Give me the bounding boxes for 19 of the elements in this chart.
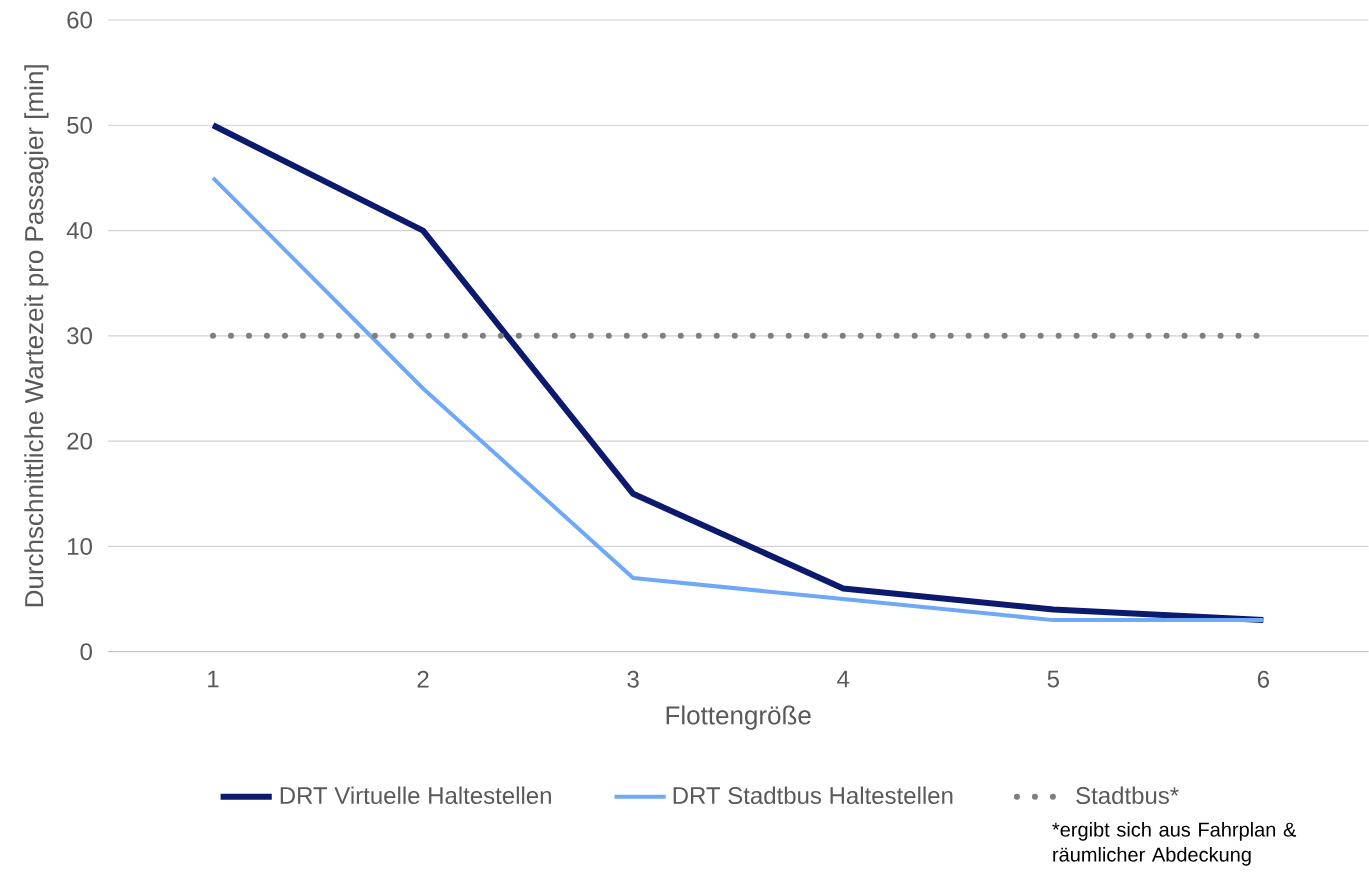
x-tick-label: 5 [1047,670,1059,688]
y-axis-title: Durchschnittliche Wartezeit pro Passagier [min] [24,65,49,607]
y-tick-label: 60 [67,11,92,29]
legend-label: Stadtbus* [1076,786,1179,805]
y-tick-label: 10 [68,538,92,556]
x-tick-label: 1 [208,670,219,688]
legend-label: DRT Virtuelle Haltestellen [280,786,551,805]
y-tick-label: 30 [67,327,92,345]
y-tick-label: 40 [66,222,92,240]
legend-label: DRT Stadtbus Haltestellen [673,786,953,805]
y-tick-label: 0 [80,643,92,661]
text: *ergibt sich aus Fahrplan & räumlicher Abdeckung [1052,822,1297,866]
y-tick-label: 20 [67,432,92,450]
x-tick-label: 2 [417,670,429,688]
y-tick-label: 50 [67,116,92,134]
x-tick-label: 3 [627,670,639,688]
x-tick-label: 4 [837,670,850,688]
x-tick-label: 6 [1257,670,1269,688]
x-axis-title: Flottengröße [666,705,811,730]
